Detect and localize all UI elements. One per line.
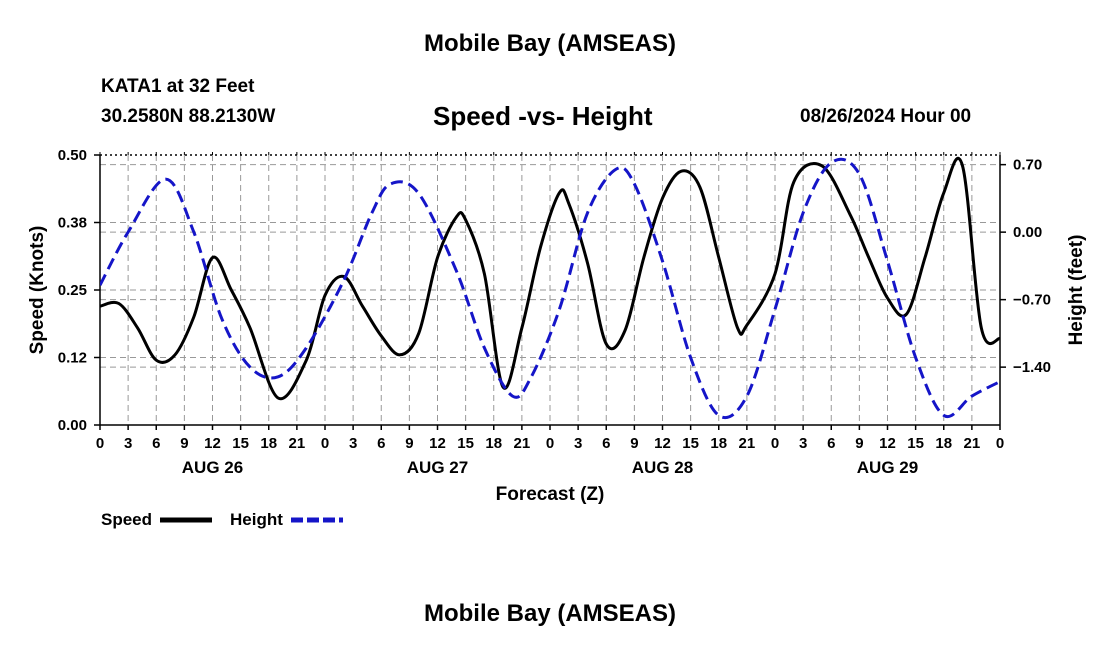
station-coords: 30.2580N 88.2130W xyxy=(101,106,276,127)
x-tick-label: 15 xyxy=(682,435,699,452)
y-left-tick-label: 0.38 xyxy=(58,215,87,232)
y-right-tick-label: −1.40 xyxy=(1013,359,1051,376)
x-tick-label: 9 xyxy=(180,435,188,452)
x-tick-label: 12 xyxy=(429,435,446,452)
x-tick-label: 18 xyxy=(710,435,727,452)
y-right-tick-label: 0.70 xyxy=(1013,157,1042,174)
date-label: AUG 28 xyxy=(632,458,693,477)
y-right-axis-label: Height (feet) xyxy=(1066,235,1087,346)
x-tick-label: 18 xyxy=(260,435,277,452)
y-right-tick-label: 0.00 xyxy=(1013,224,1042,241)
legend-label-speed: Speed xyxy=(101,510,152,529)
x-tick-label: 3 xyxy=(124,435,132,452)
x-tick-label: 0 xyxy=(996,435,1004,452)
date-label: AUG 26 xyxy=(182,458,243,477)
x-tick-label: 9 xyxy=(630,435,638,452)
x-tick-label: 0 xyxy=(96,435,104,452)
chart-title: Speed -vs- Height xyxy=(433,101,653,131)
x-tick-label: 9 xyxy=(405,435,413,452)
x-tick-label: 21 xyxy=(964,435,981,452)
x-tick-label: 3 xyxy=(799,435,807,452)
x-tick-label: 12 xyxy=(879,435,896,452)
x-tick-label: 0 xyxy=(321,435,329,452)
y-right-tick-label: −0.70 xyxy=(1013,292,1051,309)
footer-title: Mobile Bay (AMSEAS) xyxy=(423,600,677,627)
x-tick-label: 6 xyxy=(152,435,160,452)
y-left-tick-label: 0.50 xyxy=(58,147,87,164)
x-tick-label: 6 xyxy=(602,435,610,452)
series-line-speed xyxy=(100,156,1000,401)
x-tick-label: 21 xyxy=(514,435,531,452)
series-line-height xyxy=(100,157,1000,420)
x-tick-label: 15 xyxy=(907,435,924,452)
x-tick-label: 21 xyxy=(739,435,756,452)
x-tick-label: 12 xyxy=(204,435,221,452)
x-tick-label: 6 xyxy=(377,435,385,452)
y-left-tick-label: 0.25 xyxy=(58,282,87,299)
x-tick-label: 3 xyxy=(349,435,357,452)
date-label: AUG 27 xyxy=(407,458,468,477)
x-tick-label: 3 xyxy=(574,435,582,452)
x-tick-label: 0 xyxy=(546,435,554,452)
x-tick-label: 15 xyxy=(232,435,249,452)
y-left-tick-label: 0.00 xyxy=(58,417,87,434)
x-tick-label: 12 xyxy=(654,435,671,452)
station-name: KATA1 at 32 Feet xyxy=(101,76,255,97)
date-label: AUG 29 xyxy=(857,458,918,477)
y-left-tick-label: 0.12 xyxy=(58,350,87,367)
x-tick-label: 6 xyxy=(827,435,835,452)
run-time: 08/26/2024 Hour 00 xyxy=(800,106,972,127)
x-tick-label: 21 xyxy=(289,435,306,452)
page-title: Mobile Bay (AMSEAS) xyxy=(423,30,677,57)
x-tick-label: 15 xyxy=(457,435,474,452)
x-tick-label: 18 xyxy=(935,435,952,452)
x-tick-label: 9 xyxy=(855,435,863,452)
x-axis-label: Forecast (Z) xyxy=(496,484,605,505)
x-tick-label: 0 xyxy=(771,435,779,452)
x-tick-label: 18 xyxy=(485,435,502,452)
legend-label-height: Height xyxy=(230,510,283,529)
y-left-axis-label: Speed (Knots) xyxy=(27,226,48,355)
